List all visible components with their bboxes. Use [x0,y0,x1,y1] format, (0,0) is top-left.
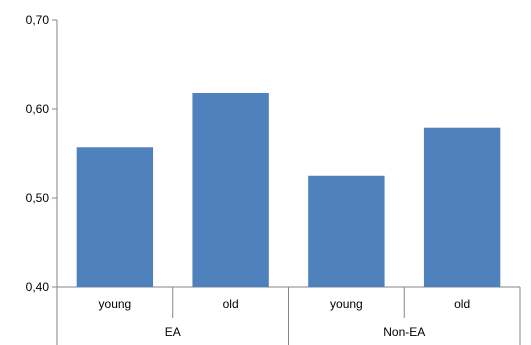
bars [76,92,501,287]
bar [308,175,385,287]
y-tick-label: 0,40 [26,280,50,294]
x-group-label: EA [165,325,181,339]
y-tick-label: 0,70 [26,13,50,27]
y-tick-label: 0,50 [26,191,50,205]
x-category-label: old [223,297,239,311]
x-groups: EA Non-EA [165,325,426,339]
y-ticks: 0,40 0,50 0,60 0,70 [26,13,57,294]
bar [192,92,269,287]
y-tick-label: 0,60 [26,102,50,116]
bar [423,127,501,287]
x-category-label: young [99,297,132,311]
x-category-label: old [454,297,470,311]
x-category-label: young [330,297,363,311]
x-group-label: Non-EA [383,325,425,339]
bar [76,147,154,287]
x-categories: young old young old [56,287,521,345]
